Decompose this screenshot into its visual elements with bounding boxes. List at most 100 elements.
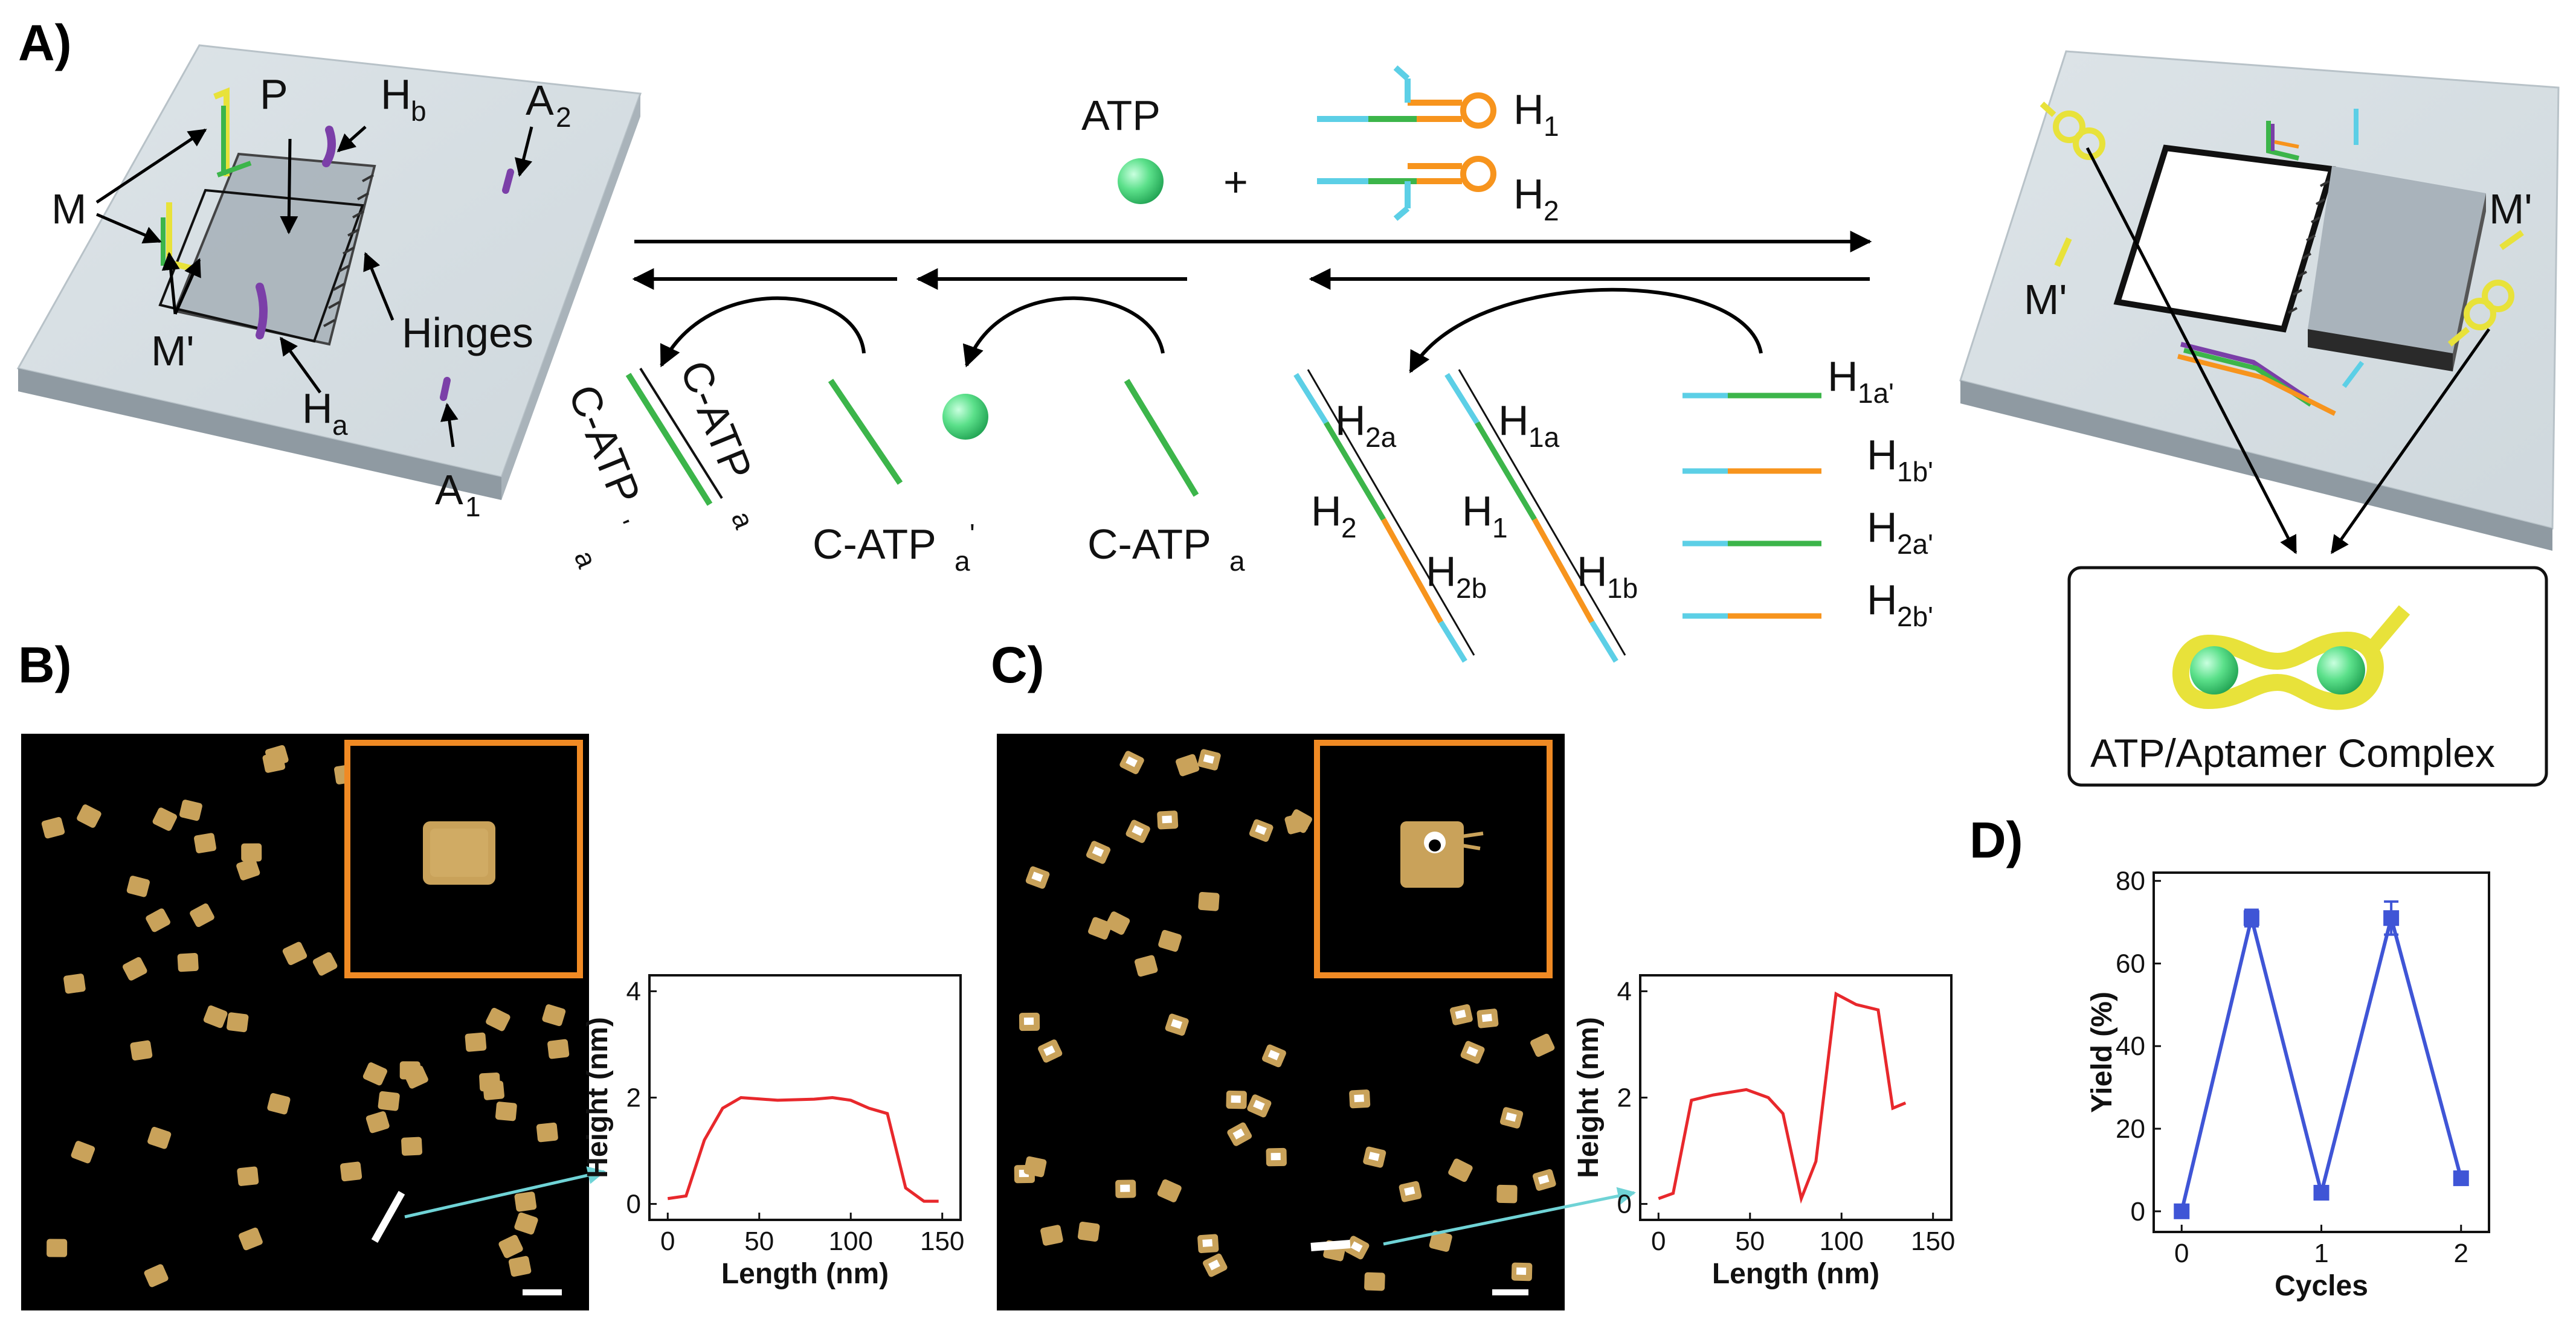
afm-particle: [365, 1111, 390, 1134]
afm-particle: [312, 952, 338, 976]
afm-particle: [282, 941, 308, 966]
label-strand-sub-1a: 1a': [1858, 377, 1894, 409]
x-tick-label: 100: [829, 1227, 873, 1256]
reaction-arrows: [632, 231, 1872, 374]
afm-particle: [1176, 754, 1200, 777]
label-Mprime-right-left: M': [2024, 276, 2067, 323]
x-axis-label: Length (nm): [1712, 1258, 1879, 1290]
afm-particle: [498, 1234, 523, 1259]
y-tick-label: 40: [2116, 1031, 2145, 1061]
atp-molecule-icon: [1118, 158, 1164, 204]
single-strands-list: H 1a'H 1b'H 2a'H 2b': [1682, 353, 1933, 632]
afm-particle: [1157, 1179, 1182, 1202]
label-strand-2a: H: [1867, 504, 1898, 551]
y-tick-label: 4: [626, 977, 641, 1006]
panel-label-d: D): [1969, 812, 2023, 868]
afm-particle: [1287, 809, 1312, 833]
afm-particle: [237, 1166, 259, 1186]
afm-particle: [1448, 1158, 1473, 1182]
x-axis-label: Cycles: [2275, 1270, 2368, 1302]
data-point: [2453, 1170, 2469, 1187]
afm-particle: [486, 1007, 510, 1031]
x-tick-label: 100: [1820, 1227, 1864, 1256]
y-tick-label: 60: [2116, 949, 2145, 978]
profile-arrow-b: [404, 1166, 606, 1219]
atp-molecule-icon-released: [942, 394, 988, 440]
afm-image-c: [997, 734, 1565, 1310]
afm-particle: [146, 908, 170, 932]
origami-closed-arrows: [95, 126, 533, 447]
afm-particle: [130, 1040, 153, 1061]
afm-particle: [1530, 1033, 1555, 1057]
afm-particle: [399, 1061, 420, 1080]
y-axis-label: Height (nm): [582, 1017, 614, 1178]
y-tick-label: 0: [1617, 1190, 1632, 1219]
afm-particle: [71, 1141, 95, 1164]
label-H2-sub: 2: [1544, 195, 1559, 226]
afm-particle: [1429, 1230, 1452, 1252]
label-H2a: H: [1335, 397, 1366, 444]
afm-particle: [63, 973, 86, 994]
afm-particle: [362, 1062, 387, 1086]
x-tick-label: 50: [744, 1227, 774, 1256]
afm-particle-highlight: [1481, 1013, 1492, 1022]
afm-particle: [194, 833, 216, 853]
y-tick-label: 4: [1617, 977, 1632, 1006]
afm-particle: [1496, 1184, 1518, 1204]
afm-particle: [267, 1093, 291, 1115]
single-strand-2b: H 2b': [1682, 576, 1933, 632]
label-M: M: [51, 185, 86, 233]
label-H1b: H: [1577, 548, 1608, 595]
label-Hb: H: [381, 71, 411, 118]
label-H2-duplex-sub: 2: [1341, 512, 1357, 544]
label-plus: +: [1223, 158, 1248, 205]
afm-particle: [41, 816, 65, 839]
label-P: P: [260, 71, 288, 118]
y-tick-label: 2: [626, 1083, 641, 1113]
afm-particle-highlight: [1031, 871, 1043, 882]
y-tick-label: 20: [2116, 1114, 2145, 1144]
label-complex: ATP/Aptamer Complex: [2090, 731, 2495, 775]
afm-particle-highlight: [1253, 1100, 1265, 1111]
series-line: [667, 1095, 939, 1203]
y-tick-label: 0: [2131, 1197, 2145, 1227]
single-strand-1b: H 1b': [1682, 431, 1933, 487]
origami-closed-state: [16, 44, 642, 500]
afm-particle: [1040, 1225, 1063, 1246]
height-profile-chart-b: 0 50 100 150 0 2 4 Length (nm) Height (nm): [582, 974, 964, 1290]
afm-image-b: [21, 734, 589, 1310]
plot-frame: [1639, 974, 1953, 1221]
label-H1b-sub: 1b: [1607, 572, 1638, 604]
label-cat-pair-right-sub: a: [726, 507, 761, 533]
y-tick-label: 80: [2116, 867, 2145, 896]
duplex-H2: [1293, 369, 1475, 663]
hairpin-H2: [1317, 156, 1496, 221]
label-A2: A: [526, 77, 554, 124]
x-tick-label: 150: [1911, 1227, 1955, 1256]
y-axis-label: Yield (%): [2086, 992, 2118, 1113]
label-H2a-sub: 2a: [1365, 422, 1397, 453]
data-point: [2174, 1203, 2190, 1219]
afm-particle: [1135, 955, 1158, 977]
afm-particle: [144, 1264, 169, 1288]
label-Hb-sub: b: [411, 95, 427, 127]
afm-particle-highlight: [1231, 1095, 1241, 1103]
data-point: [2313, 1185, 2330, 1201]
afm-particle-highlight: [1455, 1009, 1466, 1019]
label-strand-1b: H: [1867, 431, 1898, 478]
plot-frame: [2153, 871, 2490, 1233]
plot-frame: [648, 974, 962, 1221]
height-profile-chart-c: 0 50 100 150 0 2 4 Length (nm) Height (nm): [1573, 974, 1955, 1290]
x-tick-label: 0: [660, 1227, 675, 1256]
y-tick-label: 2: [1617, 1083, 1632, 1113]
afm-particle: [203, 1005, 228, 1028]
label-H1a: H: [1498, 397, 1529, 444]
label-c-atp-a-prime: C-ATP: [813, 521, 936, 568]
label-H2b: H: [1426, 548, 1457, 595]
label-H2: H: [1513, 170, 1544, 217]
profile-arrow-c: [1383, 1187, 1636, 1246]
label-H1a-sub: 1a: [1528, 422, 1560, 453]
label-cat-pair-left: C-ATP: [559, 378, 649, 510]
